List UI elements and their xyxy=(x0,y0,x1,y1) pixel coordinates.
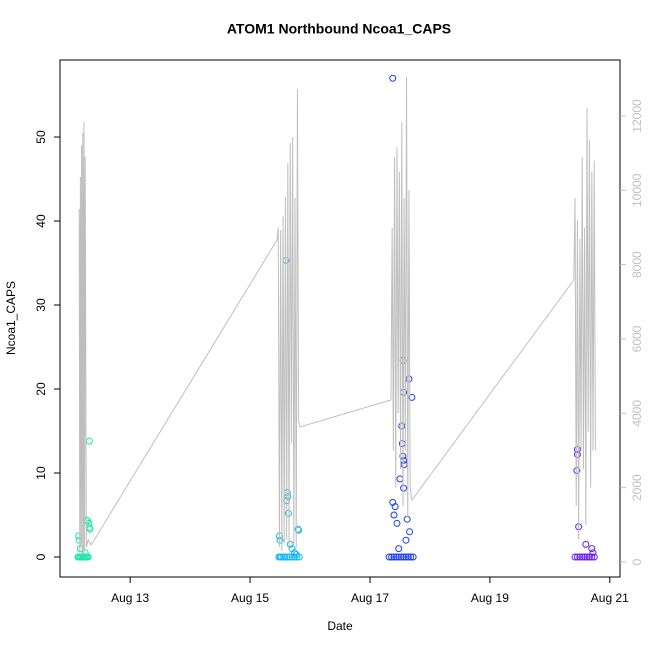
y2-tick-label: 12000 xyxy=(630,99,644,133)
point xyxy=(578,553,586,561)
y2-tick-label: 8000 xyxy=(630,251,644,278)
point xyxy=(405,375,413,383)
point xyxy=(385,553,393,561)
point xyxy=(406,528,414,536)
point xyxy=(407,553,415,561)
y2-tick-label: 10000 xyxy=(630,173,644,207)
point xyxy=(576,553,584,561)
point xyxy=(582,540,590,548)
point xyxy=(402,536,410,544)
y-tick-label: 50 xyxy=(34,130,48,144)
point xyxy=(286,553,294,561)
point xyxy=(589,549,597,557)
y2-tick-label: 0 xyxy=(630,558,644,565)
y-axis-label: Ncoa1_CAPS xyxy=(4,281,18,355)
point xyxy=(390,553,398,561)
x-tick-label: Aug 17 xyxy=(351,591,389,605)
point xyxy=(400,484,408,492)
point xyxy=(397,553,405,561)
x-tick-label: Aug 19 xyxy=(471,591,509,605)
point xyxy=(85,437,93,445)
point xyxy=(283,553,291,561)
point xyxy=(294,525,302,533)
x-tick-label: Aug 13 xyxy=(111,591,149,605)
point xyxy=(583,553,591,561)
y-tick-label: 20 xyxy=(34,382,48,396)
x-axis-label: Date xyxy=(327,619,353,633)
point xyxy=(573,451,581,459)
point xyxy=(400,553,408,561)
point xyxy=(391,503,399,511)
point xyxy=(588,545,596,553)
point xyxy=(75,532,83,540)
point xyxy=(398,422,406,430)
point xyxy=(573,553,581,561)
y2-tick-label: 6000 xyxy=(630,325,644,352)
chart-title: ATOM1 Northbound Ncoa1_CAPS xyxy=(227,21,451,37)
point xyxy=(86,525,94,533)
x-tick-label: Aug 15 xyxy=(231,591,269,605)
point xyxy=(408,393,416,401)
point xyxy=(393,519,401,527)
y-tick-label: 40 xyxy=(34,214,48,228)
point xyxy=(292,550,300,558)
y-tick-label: 30 xyxy=(34,298,48,312)
x-tick-label: Aug 21 xyxy=(591,591,629,605)
point xyxy=(286,540,294,548)
point xyxy=(573,445,581,453)
point xyxy=(388,553,396,561)
y2-tick-label: 2000 xyxy=(630,474,644,501)
y-tick-label: 0 xyxy=(34,553,48,560)
point xyxy=(590,553,598,561)
point xyxy=(290,549,298,557)
point xyxy=(588,553,596,561)
point xyxy=(390,511,398,519)
point xyxy=(581,553,589,561)
point xyxy=(571,553,579,561)
point xyxy=(281,553,289,561)
point xyxy=(389,74,397,82)
y2-tick-label: 4000 xyxy=(630,400,644,427)
point xyxy=(81,549,89,557)
point xyxy=(395,553,403,561)
point xyxy=(585,553,593,561)
point xyxy=(392,553,400,561)
y-tick-label: 10 xyxy=(34,466,48,480)
point xyxy=(404,553,412,561)
plot-box xyxy=(59,59,621,578)
point xyxy=(276,536,284,544)
point xyxy=(403,515,411,523)
point xyxy=(284,493,292,501)
point xyxy=(295,526,303,534)
point xyxy=(402,553,410,561)
point xyxy=(400,461,408,469)
line xyxy=(78,77,596,555)
point xyxy=(396,475,404,483)
point xyxy=(395,545,403,553)
point xyxy=(409,553,417,561)
